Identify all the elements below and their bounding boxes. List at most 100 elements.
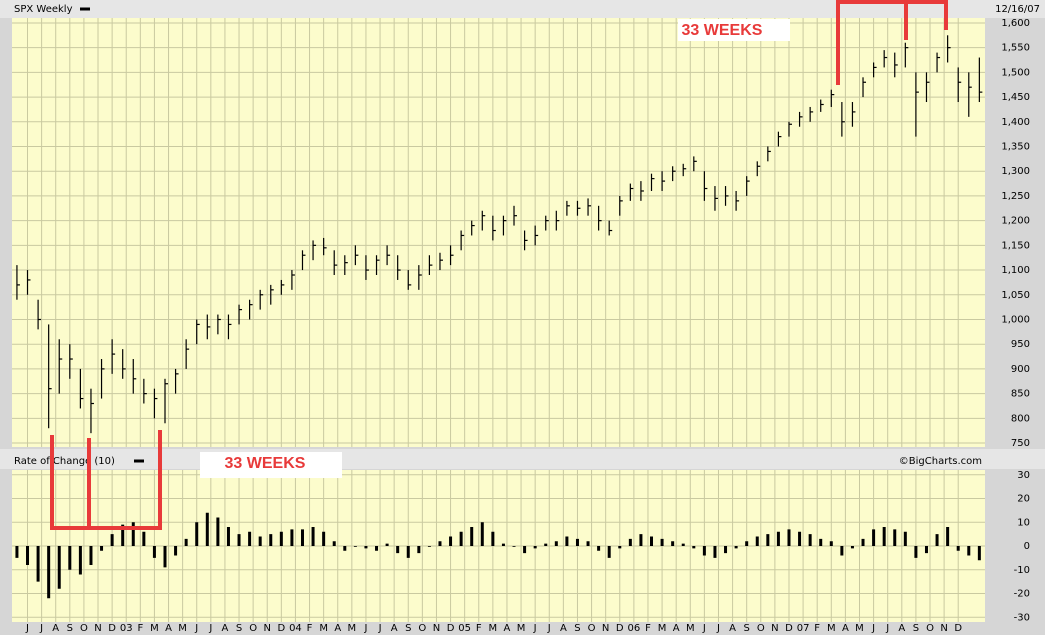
roc-bar xyxy=(586,541,590,546)
x-tick-label: 03 xyxy=(120,623,133,634)
price-plot xyxy=(12,18,985,447)
roc-bar xyxy=(660,538,664,546)
roc-bar xyxy=(216,517,220,546)
x-tick-label: J xyxy=(25,623,29,634)
x-tick-label: N xyxy=(940,623,947,634)
roc-bar xyxy=(766,534,770,546)
roc-bar xyxy=(184,538,188,546)
roc-bar xyxy=(523,546,527,554)
roc-bar xyxy=(512,546,516,547)
header-band xyxy=(0,0,1045,18)
y-tick-label: 750 xyxy=(1011,438,1030,449)
y-tick-label: 1,050 xyxy=(1001,290,1030,301)
x-tick-label: S xyxy=(574,623,580,634)
x-tick-label: A xyxy=(222,623,229,634)
x-tick-label: M xyxy=(827,623,836,634)
roc-bar xyxy=(692,546,696,549)
x-tick-label: A xyxy=(842,623,849,634)
roc-title: Rate of Change (10) xyxy=(14,456,115,467)
x-tick-label: D xyxy=(954,623,962,634)
x-tick-label: M xyxy=(686,623,695,634)
roc-bar xyxy=(914,546,918,558)
roc-bar xyxy=(787,529,791,546)
annotation: 33 WEEKS xyxy=(225,455,306,472)
x-tick-label: J xyxy=(194,623,198,634)
bracket xyxy=(836,0,948,85)
roc-bar xyxy=(100,546,104,551)
roc-bar xyxy=(808,534,812,546)
x-tick-label: D xyxy=(108,623,116,634)
roc-bar xyxy=(491,531,495,546)
annotation-box xyxy=(200,452,342,478)
y-tick-label: 1,250 xyxy=(1001,191,1030,202)
roc-bar xyxy=(946,527,950,546)
x-tick-label: A xyxy=(560,623,567,634)
x-tick-label: N xyxy=(771,623,778,634)
x-tick-label: F xyxy=(814,623,820,634)
roc-bar xyxy=(681,543,685,546)
roc-bar xyxy=(565,536,569,546)
roc-bar xyxy=(850,546,854,549)
x-tick-label: O xyxy=(926,623,934,634)
x-tick-label: J xyxy=(716,623,720,634)
roc-bar xyxy=(639,534,643,546)
roc-bar xyxy=(628,538,632,546)
y-tick-label: 1,600 xyxy=(1001,18,1030,29)
x-tick-label: S xyxy=(913,623,919,634)
roc-bar xyxy=(924,546,928,554)
roc-bar xyxy=(861,538,865,546)
y-tick-label: -30 xyxy=(1014,612,1030,623)
x-tick-label: J xyxy=(547,623,551,634)
roc-bar xyxy=(248,531,252,546)
roc-bar xyxy=(829,541,833,546)
roc-bar xyxy=(205,512,209,546)
y-tick-label: 1,100 xyxy=(1001,265,1030,276)
y-tick-label: 1,000 xyxy=(1001,314,1030,325)
roc-bar xyxy=(396,546,400,554)
y-tick-label: 1,350 xyxy=(1001,142,1030,153)
x-tick-label: J xyxy=(533,623,537,634)
annotations: 33 WEEKS 33 WEEKS xyxy=(50,0,948,530)
annotation: 33 WEEKS xyxy=(682,22,763,39)
x-tick-label: F xyxy=(307,623,313,634)
roc-bar xyxy=(343,546,347,551)
x-tick-label: J xyxy=(885,623,889,634)
chart-title: SPX Weekly xyxy=(14,4,73,15)
roc-bar xyxy=(195,522,199,546)
x-tick-label: S xyxy=(67,623,73,634)
roc-bar xyxy=(269,534,273,546)
roc-bar xyxy=(893,529,897,546)
roc-bar xyxy=(597,546,601,551)
roc-bar xyxy=(406,546,410,558)
roc-bar xyxy=(724,546,728,554)
date-label: 12/16/07 xyxy=(995,4,1040,15)
roc-bar xyxy=(618,546,622,549)
roc-bar xyxy=(322,531,326,546)
x-tick-label: O xyxy=(418,623,426,634)
x-tick-label: F xyxy=(137,623,143,634)
x-tick-label: J xyxy=(702,623,706,634)
roc-bar xyxy=(15,546,19,558)
roc-bar xyxy=(353,546,357,547)
roc-bar xyxy=(872,529,876,546)
roc-bar xyxy=(533,546,537,549)
roc-bar xyxy=(956,546,960,551)
roc-bar xyxy=(650,536,654,546)
roc-bar xyxy=(882,527,886,546)
roc-bar xyxy=(449,536,453,546)
annotation-box xyxy=(678,19,790,41)
x-tick-label: D xyxy=(785,623,793,634)
roc-bar xyxy=(819,538,823,546)
x-tick-label: A xyxy=(504,623,511,634)
bracket xyxy=(50,430,162,530)
x-tick-label: D xyxy=(616,623,624,634)
x-tick-label: M xyxy=(348,623,357,634)
x-tick-label: M xyxy=(517,623,526,634)
roc-bar xyxy=(121,524,125,546)
x-tick-label: N xyxy=(263,623,270,634)
roc-bar xyxy=(385,543,389,546)
roc-bar xyxy=(47,546,51,599)
roc-bar xyxy=(279,531,283,546)
roc-bar xyxy=(840,546,844,556)
